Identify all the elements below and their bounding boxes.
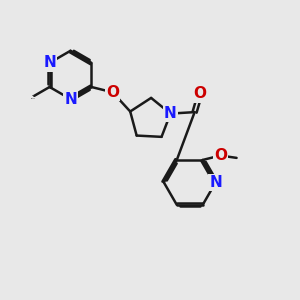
Text: O: O (194, 86, 206, 101)
Text: N: N (43, 55, 56, 70)
Text: O: O (106, 85, 119, 100)
Text: N: N (64, 92, 77, 106)
Text: methyl: methyl (31, 98, 36, 99)
Text: N: N (164, 106, 177, 121)
Text: methyl: methyl (32, 95, 37, 96)
Text: N: N (209, 175, 222, 190)
Text: O: O (214, 148, 227, 163)
